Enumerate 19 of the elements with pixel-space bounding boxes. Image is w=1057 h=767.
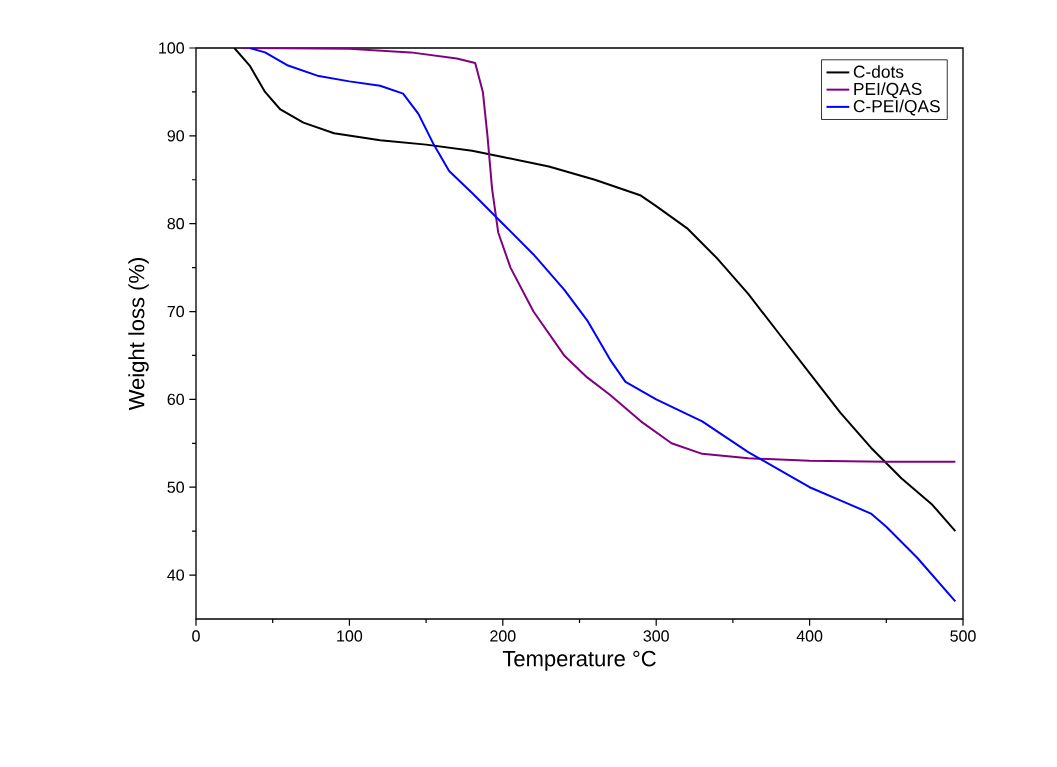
x-axis-title: Temperature °C — [502, 650, 656, 671]
y-tick-label: 100 — [159, 42, 185, 54]
x-tick-label: 500 — [950, 630, 976, 642]
y-axis-title: Weight loss (%) — [128, 258, 149, 411]
line-series — [241, 47, 957, 463]
y-tick-label: 60 — [167, 393, 185, 406]
legend-label: C-PEI/QAS — [853, 99, 940, 116]
x-tick-label: 400 — [796, 630, 823, 642]
x-tick-label: 0 — [192, 630, 200, 642]
y-tick-label: 80 — [167, 218, 185, 230]
y-tick-label: 50 — [167, 481, 185, 493]
x-tick-label: 300 — [643, 630, 669, 642]
y-tick-label: 70 — [167, 305, 185, 318]
y-tick-label: 90 — [167, 130, 185, 142]
x-tick-label: 200 — [490, 630, 516, 642]
x-tick-label: 100 — [337, 630, 363, 642]
y-tick-label: 40 — [167, 569, 185, 581]
legend-label: PEI/QAS — [854, 82, 922, 99]
legend-label: C-dots — [853, 65, 904, 78]
